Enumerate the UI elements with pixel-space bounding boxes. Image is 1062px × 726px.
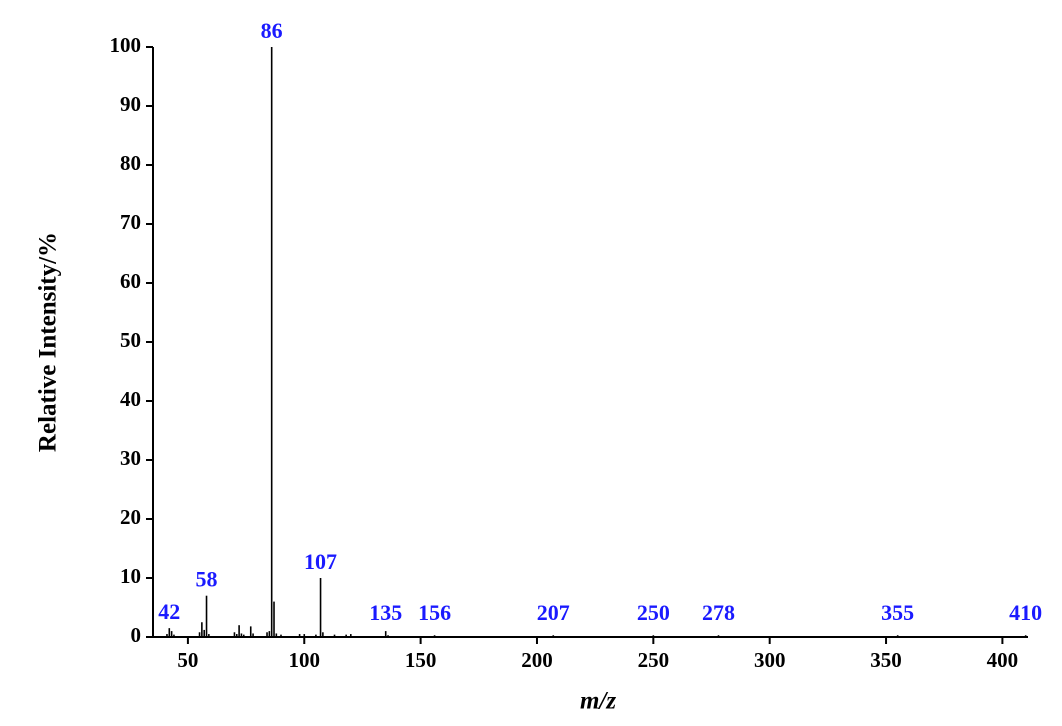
x-tick-label: 250 <box>638 648 670 672</box>
peak-label: 250 <box>637 600 670 625</box>
y-tick-label: 30 <box>120 446 141 470</box>
y-tick-label: 70 <box>120 210 141 234</box>
peak-label: 42 <box>158 599 180 624</box>
y-tick-label: 0 <box>131 623 142 647</box>
y-tick-label: 80 <box>120 151 141 175</box>
x-tick-label: 350 <box>870 648 902 672</box>
y-tick-label: 20 <box>120 505 141 529</box>
x-tick-label: 300 <box>754 648 786 672</box>
peak-label: 156 <box>418 600 451 625</box>
peak-label: 135 <box>369 600 402 625</box>
x-tick-label: 150 <box>405 648 437 672</box>
x-axis-title: m/z <box>580 688 616 715</box>
y-tick-label: 90 <box>120 92 141 116</box>
y-tick-label: 40 <box>120 387 141 411</box>
peak-label: 410 <box>1009 600 1042 625</box>
x-tick-label: 100 <box>289 648 321 672</box>
peak-label: 355 <box>881 600 914 625</box>
x-tick-label: 50 <box>177 648 198 672</box>
peak-label: 107 <box>304 549 337 574</box>
y-tick-label: 60 <box>120 269 141 293</box>
x-tick-label: 200 <box>521 648 553 672</box>
y-tick-label: 100 <box>110 33 142 57</box>
peak-label: 207 <box>537 600 570 625</box>
y-tick-label: 10 <box>120 564 141 588</box>
peak-label: 86 <box>261 18 283 43</box>
y-tick-label: 50 <box>120 328 141 352</box>
x-tick-label: 400 <box>987 648 1019 672</box>
y-axis-title: Relative Intensity/% <box>35 232 62 452</box>
peak-label: 278 <box>702 600 735 625</box>
peak-label: 58 <box>196 567 218 592</box>
